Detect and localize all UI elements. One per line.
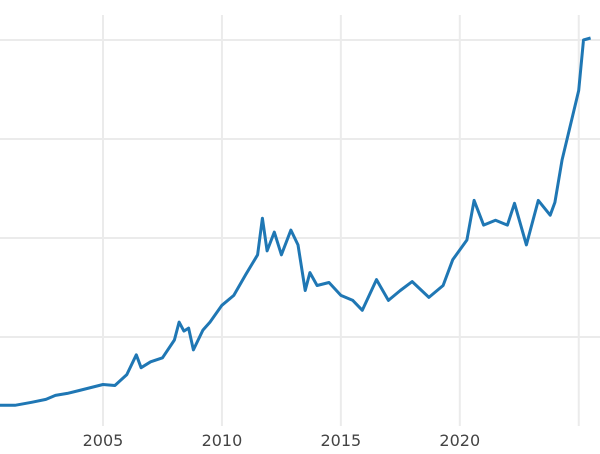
x-tick-label: 2010 bbox=[202, 431, 243, 450]
series-line bbox=[0, 36, 592, 407]
x-tick-label: 2005 bbox=[83, 431, 124, 450]
x-tick-label: 2015 bbox=[321, 431, 362, 450]
x-tick-label: 2020 bbox=[439, 431, 480, 450]
